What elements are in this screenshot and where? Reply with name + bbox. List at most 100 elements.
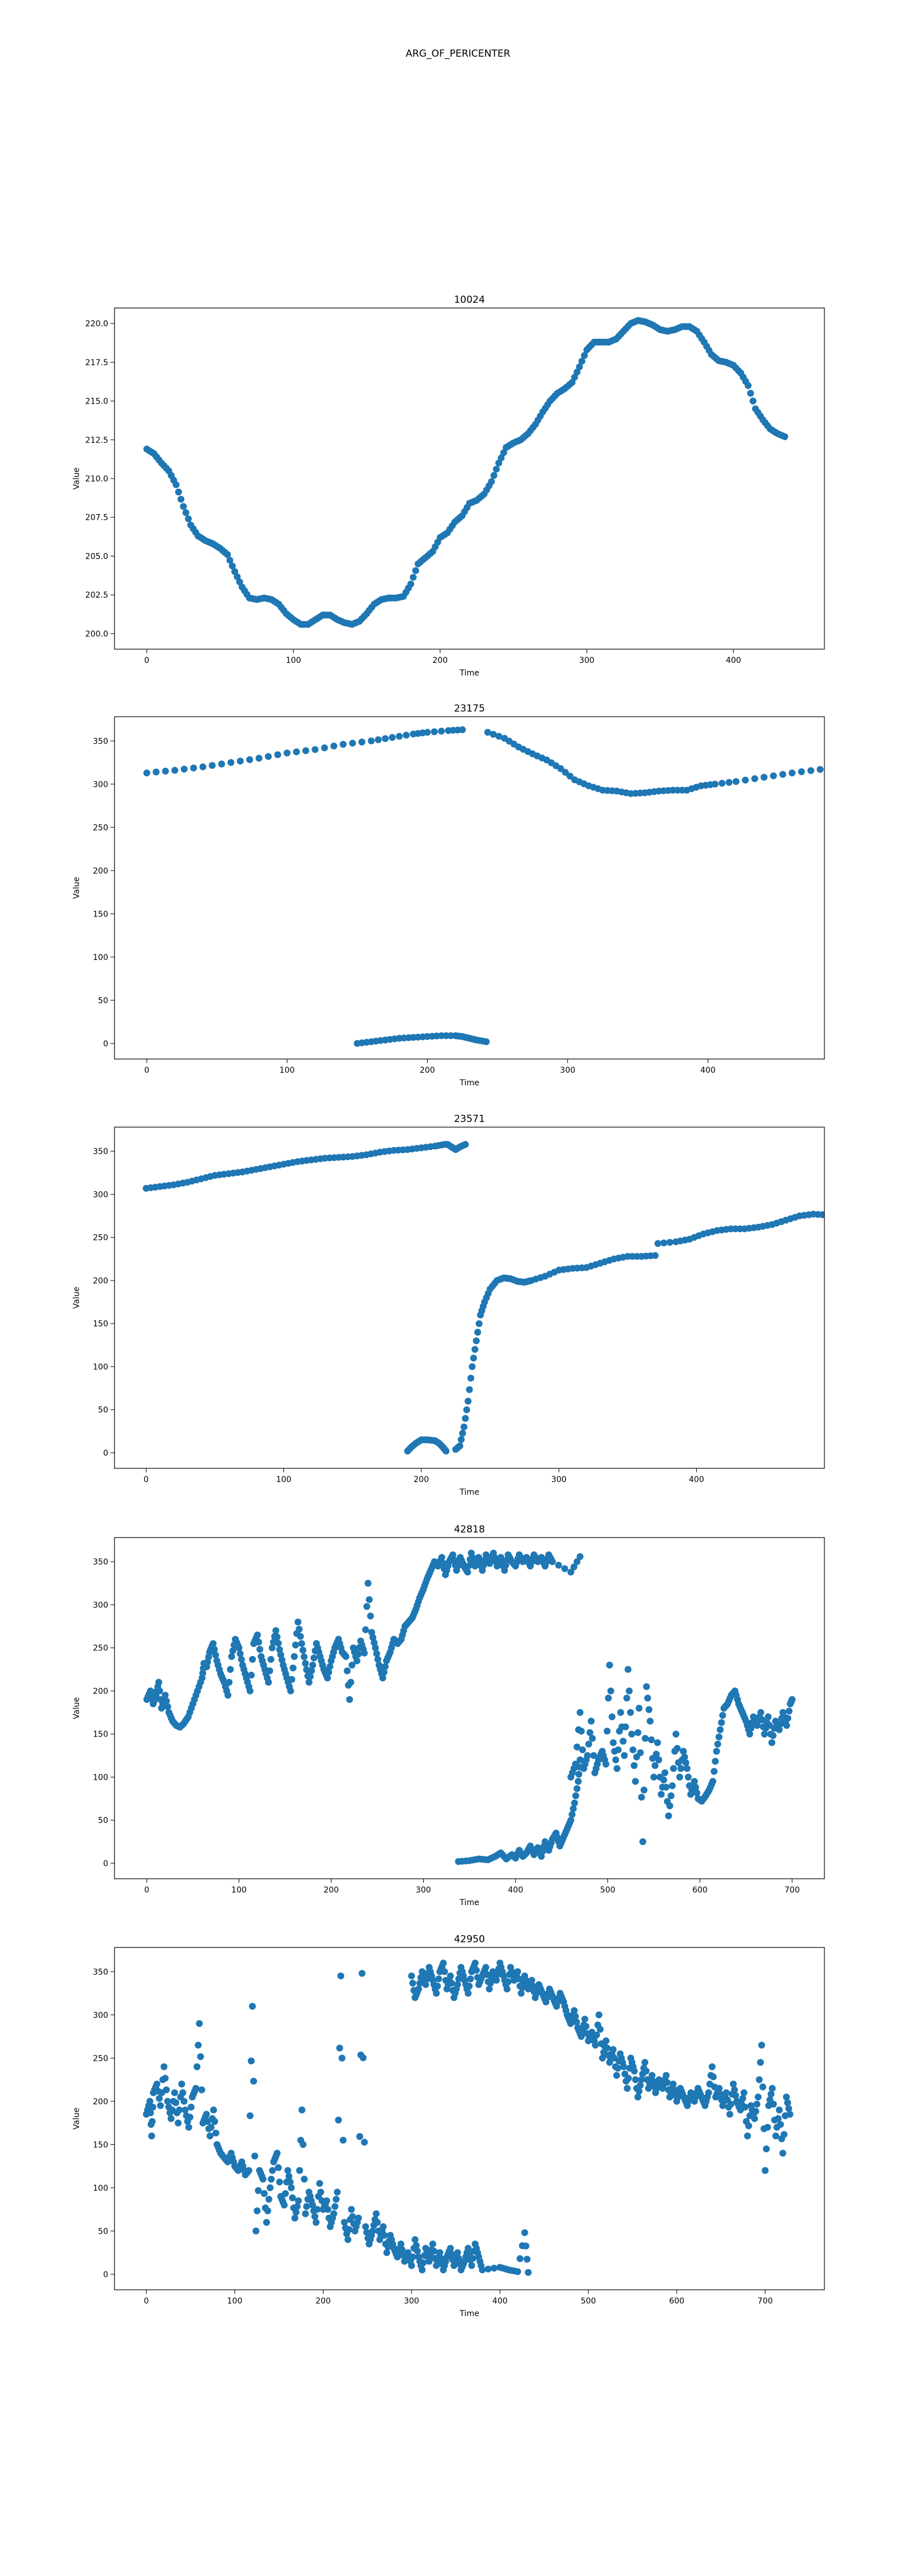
scatter-points [143, 726, 824, 1047]
data-point [360, 2054, 367, 2061]
data-point [212, 1652, 219, 1659]
data-point [557, 765, 564, 772]
y-tick-label: 202.5 [85, 591, 108, 600]
data-point [590, 1752, 597, 1759]
data-point [285, 2172, 293, 2180]
data-point [398, 2246, 406, 2253]
data-point [562, 769, 569, 776]
data-point [500, 449, 507, 456]
data-point [156, 1687, 163, 1694]
data-point [415, 1985, 423, 1993]
data-point [251, 2152, 258, 2160]
data-point [712, 1757, 719, 1765]
y-tick-label: 100 [93, 2184, 108, 2193]
data-point [627, 1709, 634, 1716]
subplot-42818: 0 100 200 300 400 500 600 700 0 50 100 150 200 250 300… [72, 1524, 825, 1907]
data-point [348, 2206, 355, 2213]
y-tick-label: 200 [93, 867, 108, 876]
data-point [755, 2093, 762, 2101]
data-point [586, 1729, 594, 1736]
data-point [640, 1787, 647, 1793]
y-tick-label: 300 [93, 1601, 108, 1610]
y-tick-label: 100 [93, 1773, 108, 1782]
data-point [602, 1760, 610, 1768]
data-point [652, 1252, 659, 1259]
data-point [593, 2032, 601, 2038]
data-point [776, 1726, 783, 1733]
data-point [294, 1618, 302, 1626]
data-point [433, 1990, 440, 1997]
data-point [278, 1656, 286, 1664]
y-tick-label: 300 [93, 1190, 108, 1199]
subplot-title: 42950 [454, 1934, 485, 1945]
data-point [784, 2099, 791, 2107]
data-point [567, 1816, 575, 1824]
data-point [236, 757, 244, 765]
data-point [179, 2089, 187, 2096]
data-point [198, 2086, 206, 2093]
data-point [291, 1653, 298, 1660]
x-tick-label: 300 [404, 2297, 419, 2306]
data-point [573, 1785, 581, 1792]
data-point [786, 2111, 793, 2118]
y-axis-label: Value [72, 2108, 81, 2129]
x-tick-label: 0 [144, 2297, 149, 2306]
figure-suptitle: ARG_OF_PERICENTER [405, 48, 511, 60]
data-point [768, 2085, 776, 2092]
axes-frame [114, 1127, 825, 1469]
data-point [339, 741, 347, 748]
data-point [592, 2041, 599, 2049]
data-point [192, 2085, 200, 2092]
data-point [311, 2213, 318, 2221]
data-point [775, 2115, 782, 2122]
data-point [504, 1978, 512, 1985]
data-point [637, 2082, 644, 2089]
x-tick-label: 0 [144, 1886, 149, 1895]
data-point [146, 2097, 153, 2105]
data-point [485, 1985, 493, 1993]
subplot-title: 10024 [454, 294, 485, 306]
data-point [715, 1733, 722, 1741]
scatter-points [143, 317, 788, 628]
data-point [339, 2136, 347, 2144]
data-point [303, 2203, 310, 2210]
data-point [267, 2175, 275, 2183]
data-point [236, 1650, 244, 1657]
y-tick-label: 205.0 [85, 552, 108, 561]
data-point [407, 580, 414, 588]
data-point [585, 1740, 593, 1748]
data-point [228, 1653, 235, 1660]
data-point [461, 1415, 469, 1422]
data-point [635, 1705, 643, 1712]
data-point [380, 2223, 387, 2230]
data-point [483, 1038, 490, 1045]
data-point [772, 2132, 780, 2140]
x-tick-label: 100 [279, 1066, 295, 1075]
data-point [330, 2210, 337, 2218]
y-tick-label: 0 [103, 1859, 108, 1868]
data-point [718, 780, 726, 787]
data-point [238, 1656, 245, 1663]
data-point [229, 1647, 236, 1654]
data-point [324, 1674, 331, 1682]
y-tick-label: 220.0 [85, 319, 108, 329]
data-point [330, 742, 338, 750]
data-point [709, 2073, 717, 2080]
data-point [465, 1562, 472, 1570]
y-tick-label: 150 [93, 2140, 108, 2150]
data-point [274, 1633, 281, 1641]
data-point [373, 1650, 380, 1657]
data-point [752, 2108, 760, 2115]
data-point [297, 1633, 304, 1640]
y-tick-label: 200 [93, 2097, 108, 2107]
data-point [180, 2097, 188, 2105]
x-tick-label: 0 [144, 1475, 149, 1484]
data-point [757, 1709, 764, 1716]
data-point [282, 2190, 289, 2197]
data-point [254, 1631, 261, 1639]
data-point [732, 2092, 740, 2099]
data-point [573, 1743, 581, 1751]
data-point [306, 1673, 314, 1680]
data-point [883, 1200, 890, 1207]
data-point [349, 740, 356, 747]
